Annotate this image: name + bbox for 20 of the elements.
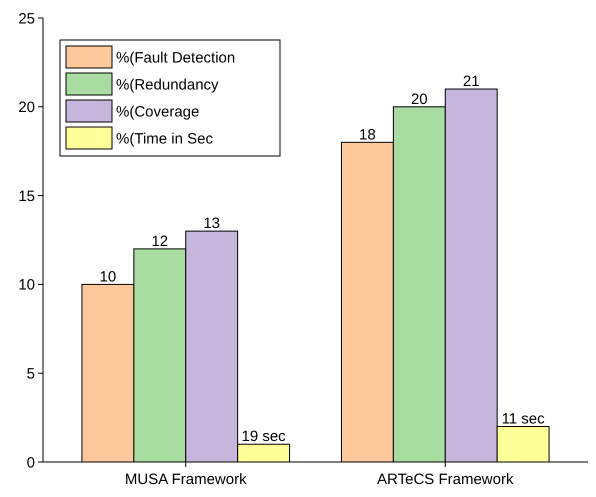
data-label: 10: [100, 268, 116, 286]
data-label: 12: [151, 232, 168, 250]
y-tick-label: 5: [26, 365, 35, 382]
legend-label: %(Time in Sec: [116, 130, 214, 148]
y-tick-label: 10: [18, 276, 35, 294]
x-tick-label: ARTeCS Framework: [377, 471, 514, 488]
annotation: 19 sec: [241, 428, 286, 446]
data-label: 20: [410, 90, 428, 108]
x-tick-label: MUSA Framework: [124, 471, 248, 488]
legend-label: %(Fault Detection: [116, 49, 236, 66]
y-tick-label: 15: [18, 188, 35, 205]
data-label: 18: [359, 126, 376, 144]
y-tick-label: 20: [18, 99, 35, 116]
data-label: 21: [462, 73, 480, 90]
annotation: 11 sec: [502, 410, 546, 428]
y-tick-label: 0: [26, 454, 35, 472]
y-tick-label: 25: [18, 10, 35, 28]
data-label: 13: [203, 215, 220, 232]
legend-label: %(Redundancy: [116, 76, 220, 94]
legend-label: %(Coverage: [116, 103, 200, 120]
